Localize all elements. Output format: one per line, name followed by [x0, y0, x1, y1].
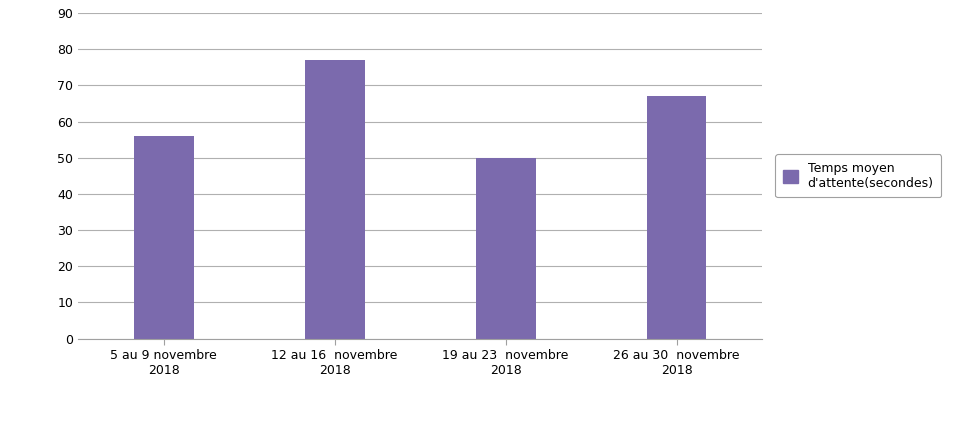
Legend: Temps moyen
d'attente(secondes): Temps moyen d'attente(secondes): [775, 154, 941, 197]
Bar: [134, 136, 193, 339]
Bar: [305, 60, 364, 339]
Bar: [647, 96, 706, 339]
Bar: [476, 158, 535, 339]
